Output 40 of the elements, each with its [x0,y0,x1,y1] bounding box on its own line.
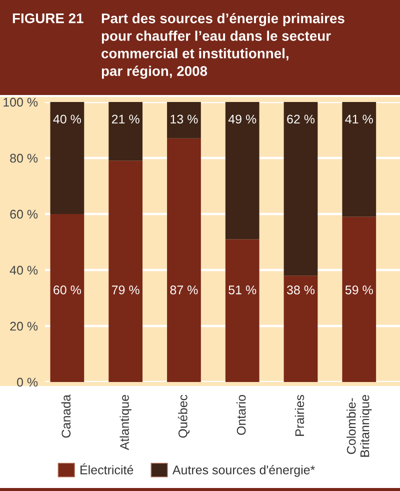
bar [284,102,318,276]
data-label: 40 % [53,114,81,124]
legend-label: Autres sources d'énergie* [172,465,315,477]
x-tick-label: Colombie- Britannique [346,395,372,457]
caption: FIGURE 21 [12,13,84,24]
data-label: 79 % [112,286,140,294]
x-tick-label: Prairies [294,394,304,436]
bar [284,276,318,382]
bar [342,216,376,382]
x-tick-label: Québec [178,394,190,438]
bar [50,214,84,382]
legend-label: Électricité [80,463,134,474]
y-tick-label: 100 % [4,98,38,107]
data-label: 51 % [228,286,256,294]
x-tick-label: Ontario [236,395,246,435]
bar [167,138,201,382]
data-label: 41 % [345,114,373,124]
data-label: 87 % [170,286,198,294]
bar [167,102,201,138]
bar [342,102,376,217]
data-label: 13 % [170,114,198,124]
x-tick-label: Atlantique [120,395,132,450]
data-label: 49 % [228,114,256,124]
bar [50,102,84,214]
chart-title: Part des sources d’énergie primaires pour chauffer l’eau dans le secteur commercial et institutionnel, par région, 2008 [102,13,344,79]
y-tick-label: 60 % [10,210,38,219]
data-label: 21 % [112,114,140,124]
data-label: 38 % [286,286,315,294]
bar [108,160,143,382]
y-tick-label: 40 % [10,266,38,275]
data-label: 60 % [54,286,81,294]
x-tick-label: Canada [61,394,71,438]
bar [225,239,260,382]
data-label: 62 % [287,114,315,124]
y-tick-label: 80 % [10,154,38,163]
y-tick-label: 0 % [17,378,38,387]
bar [108,102,143,161]
bar [225,102,260,240]
data-label: 59 % [345,286,373,294]
y-tick-label: 20 % [10,322,38,331]
